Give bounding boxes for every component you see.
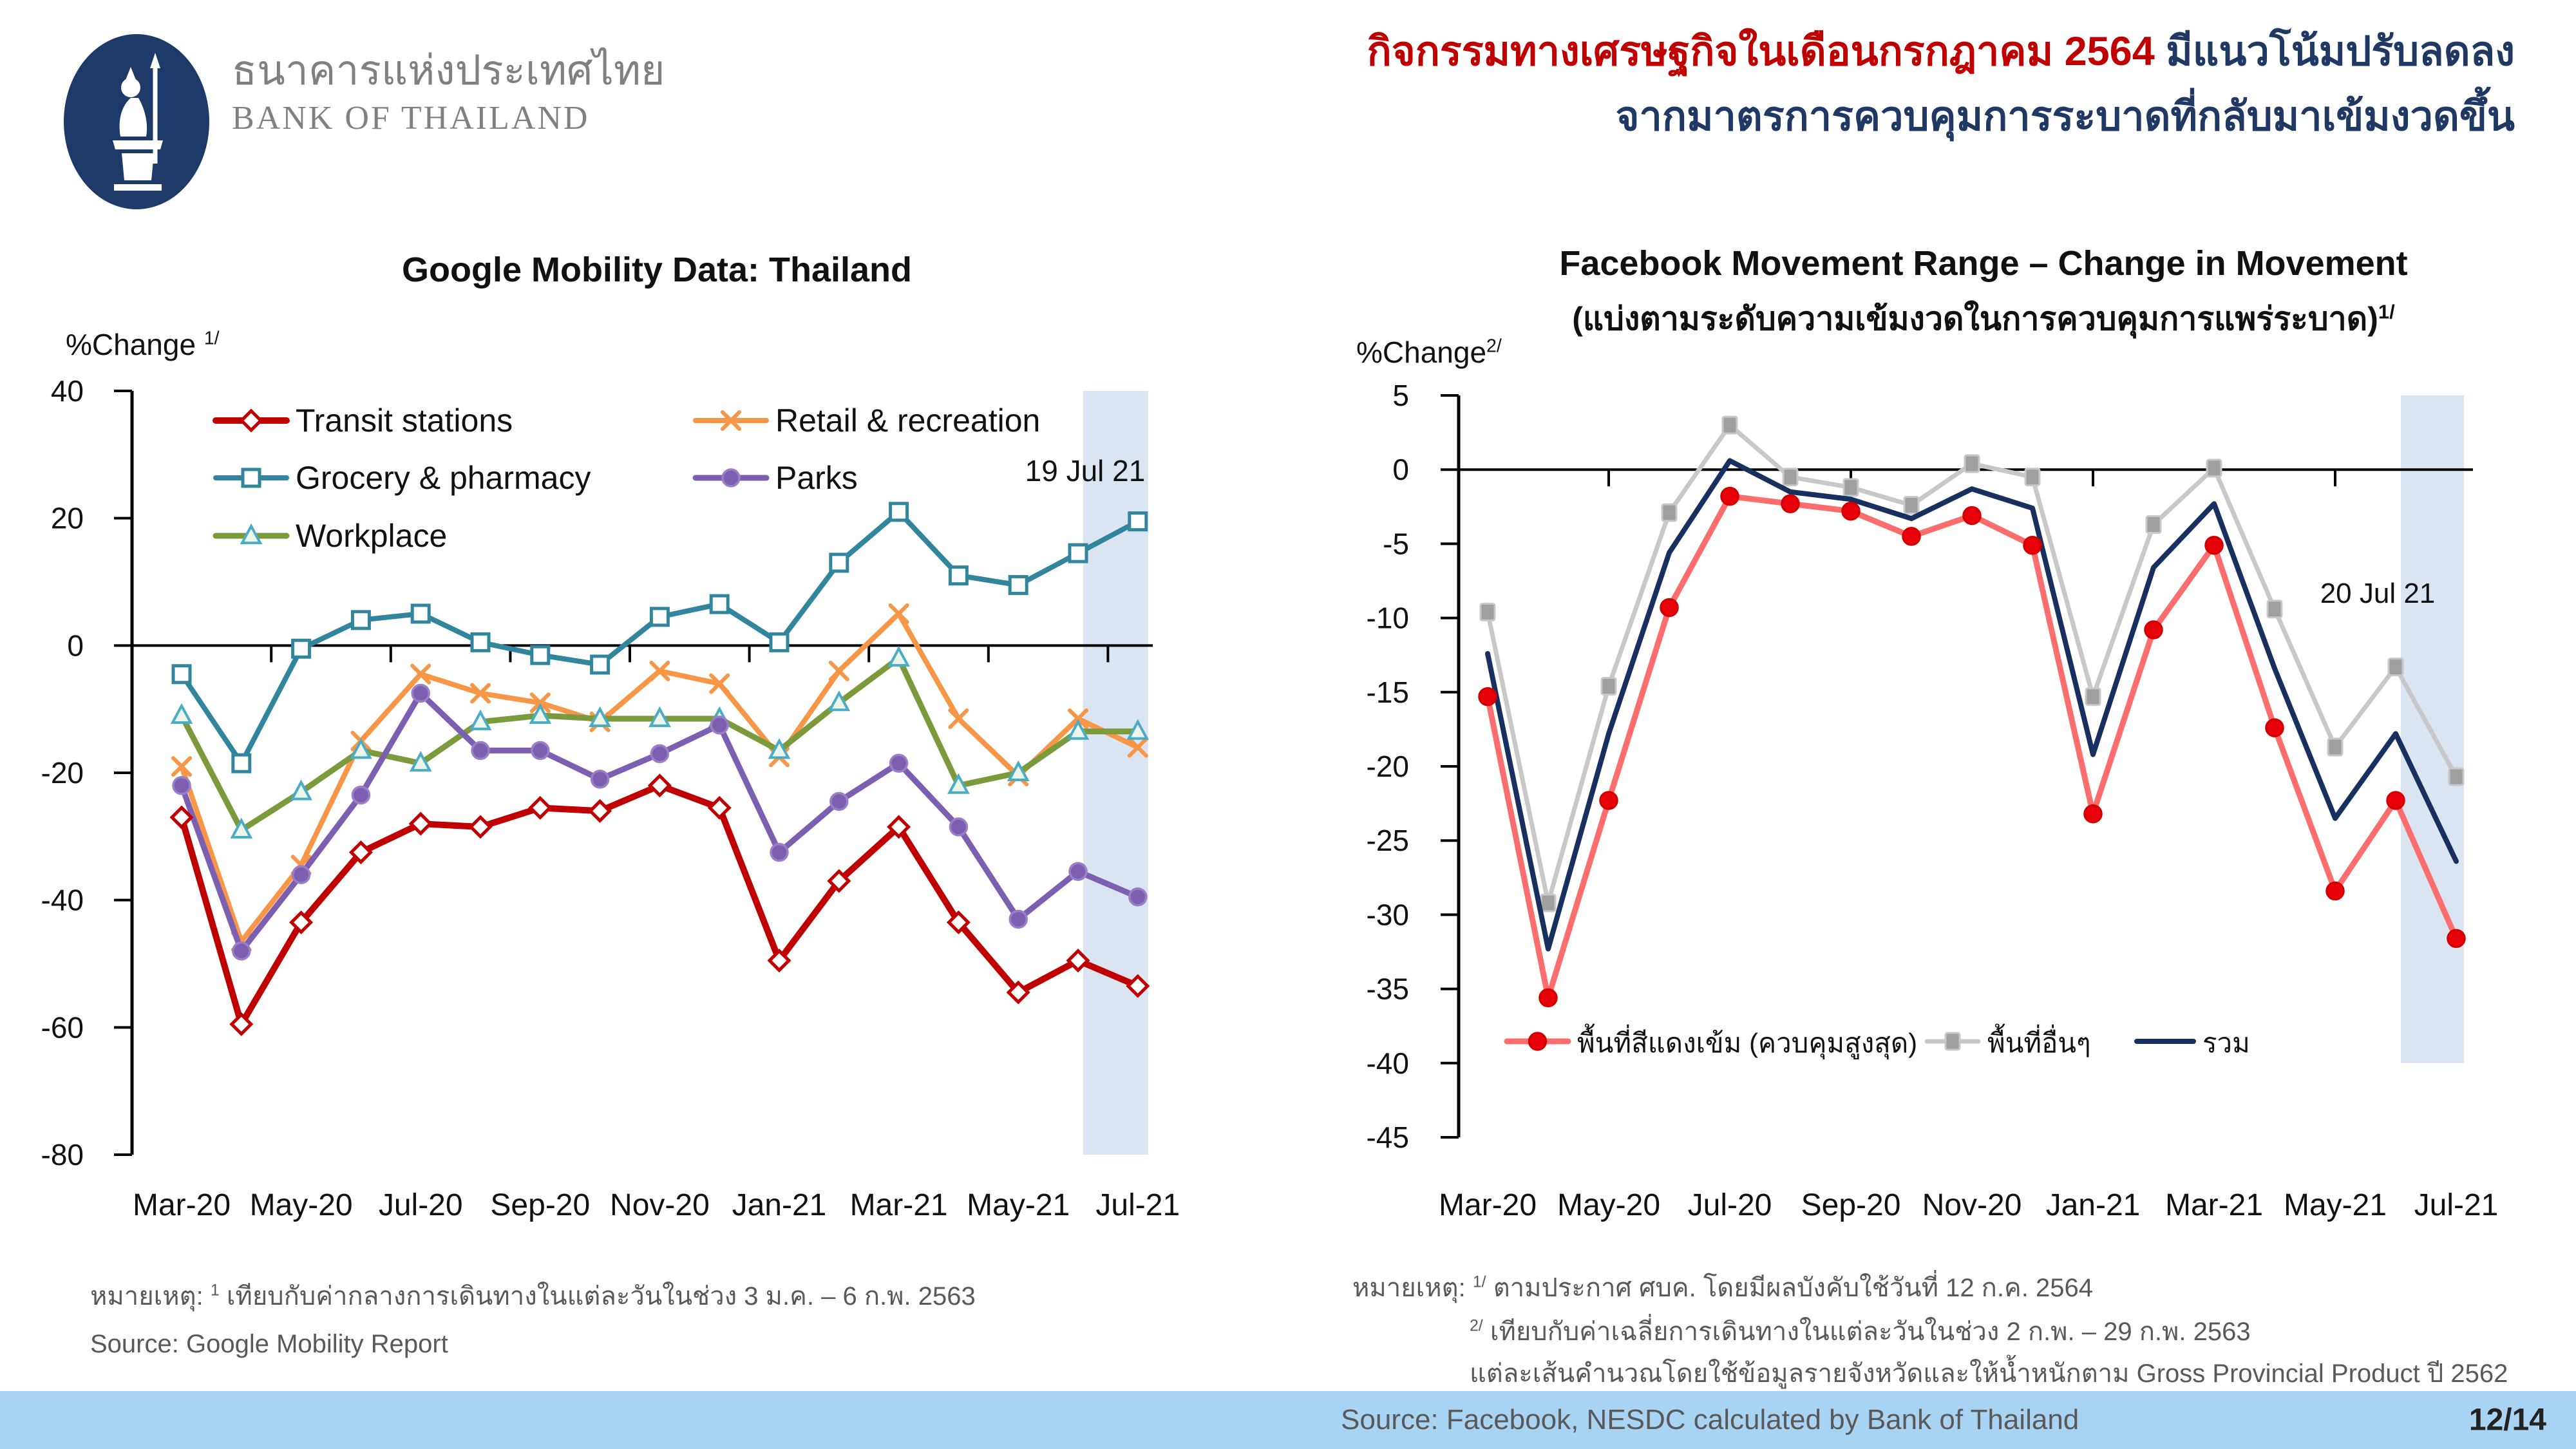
series-line (1484, 493, 2459, 1001)
page-number: 12/14 (2468, 1403, 2546, 1437)
x-tick-label: Sep-20 (490, 1188, 590, 1222)
x-tick-label: Jul-20 (1688, 1188, 1772, 1222)
x-tick-label: Jul-21 (1095, 1188, 1180, 1222)
y-tick-label: 20 (51, 502, 84, 535)
left-note-text: เทียบกับค่ากลางการเดินทางในแต่ละวันในช่ว… (226, 1282, 976, 1311)
right-note-2-sup: 2/ (1470, 1317, 1483, 1335)
bank-of-thailand-logo-block: ธนาคารแห่งประเทศไทย BANK OF THAILAND (61, 31, 665, 214)
right-chart-title: Facebook Movement Range – Change in Move… (1559, 244, 2408, 283)
y-tick-label: -25 (1367, 824, 1409, 857)
headline-line1: กิจกรรมทางเศรษฐกิจในเดือนกรกฎาคม 2564 มี… (1034, 19, 2515, 84)
x-tick-label: Mar-21 (2165, 1188, 2263, 1222)
y-tick-label: 0 (67, 629, 84, 662)
band-annotation: 19 Jul 21 (1025, 454, 1146, 488)
x-tick-label: May-21 (2284, 1188, 2387, 1222)
bank-name-english: BANK OF THAILAND (232, 100, 590, 137)
legend-label: Transit stations (296, 402, 513, 439)
y-tick-label: -35 (1367, 972, 1409, 1006)
y-tick-label: 5 (1392, 379, 1409, 412)
y-tick-label: -40 (41, 884, 84, 917)
y-tick-label: 40 (51, 374, 84, 408)
y-tick-label: -15 (1367, 676, 1409, 709)
right-note-prefix: หมายเหตุ: (1352, 1274, 1466, 1302)
left-y-axis-label: %Change 1/ (66, 327, 220, 362)
series-line (1485, 458, 2459, 952)
right-y-axis-label-sup: 2/ (1486, 336, 1502, 357)
x-tick-label: Nov-20 (610, 1188, 710, 1222)
bank-name-block: ธนาคารแห่งประเทศไทย BANK OF THAILAND (232, 31, 665, 214)
legend-label: Retail & recreation (775, 402, 1040, 439)
x-tick-label: Jan-21 (732, 1188, 827, 1222)
x-tick-label: Mar-20 (1439, 1188, 1537, 1222)
x-tick-label: May-20 (1557, 1188, 1660, 1222)
legend-label: Parks (775, 460, 858, 496)
headline-red-text: กิจกรรมทางเศรษฐกิจในเดือนกรกฎาคม 2564 (1367, 29, 2155, 74)
x-tick-label: Nov-20 (1922, 1188, 2022, 1222)
footer-bar: Source: Facebook, NESDC calculated by Ba… (0, 1391, 2576, 1449)
y-tick-label: -20 (41, 756, 84, 790)
x-tick-label: May-20 (250, 1188, 353, 1222)
x-tick-label: Mar-21 (850, 1188, 948, 1222)
right-note-1-sup: 1/ (1472, 1273, 1486, 1291)
band-annotation: 20 Jul 21 (2320, 578, 2436, 609)
y-tick-label: -80 (41, 1138, 84, 1171)
right-note-1-text: ตามประกาศ ศบค. โดยมีผลบังคับใช้วันที่ 12… (1493, 1274, 2093, 1302)
y-tick-label: -60 (41, 1010, 84, 1044)
legend-label: พื้นที่อื่นๆ (1987, 1023, 2091, 1058)
x-tick-label: Jul-20 (379, 1188, 463, 1222)
headline-line2: จากมาตรการควบคุมการระบาดที่กลับมาเข้มงวด… (1615, 93, 2515, 139)
y-tick-label: -45 (1367, 1121, 1409, 1154)
google-mobility-chart: 40 20 0 -20 -40 -60 -80 Mar-20 May-20 Jul-20 Sep-2… (41, 374, 1180, 1222)
bank-of-thailand-emblem-icon (64, 34, 209, 209)
bank-name-thai: ธนาคารแห่งประเทศไทย (232, 47, 665, 93)
right-chart-subtitle: (แบ่งตามระดับความเข้มงวดในการควบคุมการแพ… (1443, 294, 2524, 345)
right-note-2-text: เทียบกับค่าเฉลี่ยการเดินทางในแต่ละวันในช… (1490, 1318, 2251, 1346)
right-chart-subtitle-sup: 1/ (2378, 300, 2395, 323)
left-note-prefix: หมายเหตุ: (90, 1282, 204, 1311)
left-chart-title: Google Mobility Data: Thailand (401, 251, 913, 289)
x-tick-label: Jul-21 (2414, 1188, 2499, 1222)
x-tick-label: Jan-21 (2046, 1188, 2141, 1222)
legend-label: รวม (2202, 1028, 2250, 1058)
slide-headline: กิจกรรมทางเศรษฐกิจในเดือนกรกฎาคม 2564 มี… (1034, 19, 2515, 149)
x-tick-label: Sep-20 (1801, 1188, 1901, 1222)
left-y-axis-label-text: %Change (66, 328, 196, 361)
x-tick-label: Mar-20 (133, 1188, 231, 1222)
legend-label: Workplace (296, 518, 447, 554)
right-note-1: หมายเหตุ: 1/ ตามประกาศ ศบค. โดยมีผลบังคั… (1352, 1272, 2093, 1304)
legend-label: พื้นที่สีแดงเข้ม (ควบคุมสูงสุด) (1577, 1023, 1917, 1060)
right-note-3: แต่ละเส้นคำนวณโดยใช้ข้อมูลรายจังหวัดและใ… (1470, 1359, 2508, 1388)
right-chart-subtitle-text: (แบ่งตามระดับความเข้มงวดในการควบคุมการแพ… (1572, 301, 2378, 337)
right-y-axis-label-text: %Change (1356, 336, 1487, 369)
left-source: Source: Google Mobility Report (90, 1330, 448, 1358)
y-tick-label: -40 (1367, 1046, 1409, 1080)
legend-label: Grocery & pharmacy (296, 460, 591, 496)
right-note-2: 2/ เทียบกับค่าเฉลี่ยการเดินทางในแต่ละวัน… (1470, 1316, 2251, 1348)
right-y-axis-label: %Change2/ (1356, 335, 1502, 370)
facebook-movement-chart: 5 0 -5 -10 -15 -20 -25 -30 -35 -40 -45 Mar-20 May-20… (1367, 379, 2499, 1222)
y-tick-label: -10 (1367, 601, 1409, 635)
series-line (178, 690, 1141, 954)
left-y-axis-label-sup: 1/ (204, 328, 220, 349)
y-tick-label: -20 (1367, 750, 1409, 783)
y-tick-label: -5 (1383, 527, 1409, 560)
highlight-band (1083, 391, 1148, 1155)
left-note: หมายเหตุ: 1 เทียบกับค่ากลางการเดินทางในแ… (90, 1280, 976, 1312)
footer-source: Source: Facebook, NESDC calculated by Ba… (1341, 1404, 2079, 1435)
y-tick-label: 0 (1392, 453, 1409, 486)
left-note-sup: 1 (210, 1282, 220, 1300)
series-line (178, 655, 1141, 833)
headline-navy-text: มีแนวโน้มปรับลดลง (2166, 29, 2515, 74)
y-tick-label: -30 (1367, 898, 1409, 931)
x-tick-label: May-21 (967, 1188, 1070, 1222)
